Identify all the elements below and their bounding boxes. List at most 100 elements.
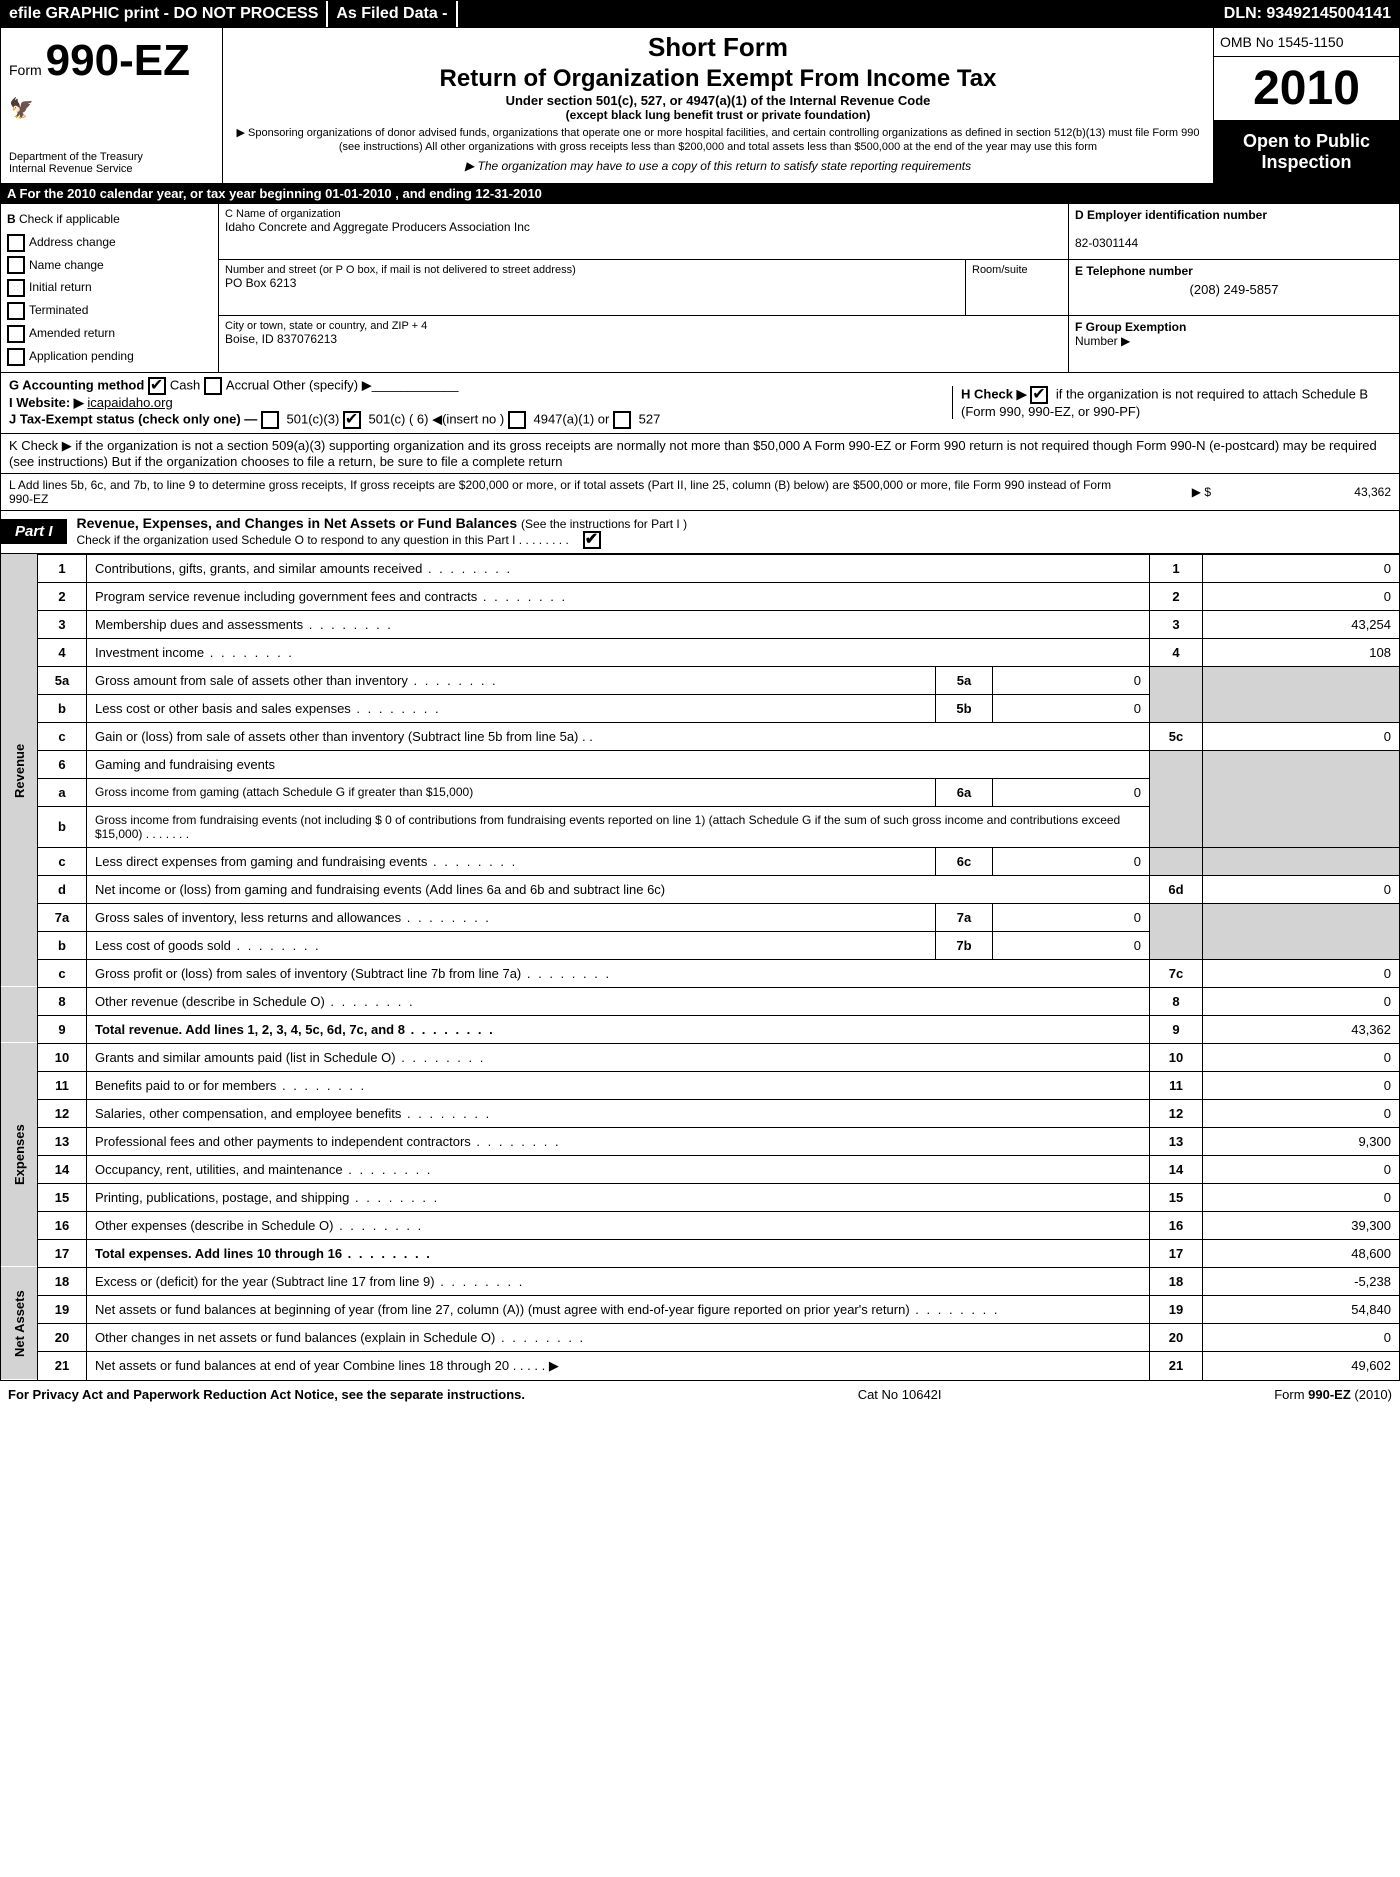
line-1-amt: 0 xyxy=(1203,554,1400,582)
line-9-amt: 43,362 xyxy=(1203,1015,1400,1043)
line-19-desc: Net assets or fund balances at beginning… xyxy=(95,1302,999,1317)
checkbox-h[interactable] xyxy=(1030,386,1048,404)
line-8-desc: Other revenue (describe in Schedule O) xyxy=(95,994,415,1009)
line-3-num: 3 xyxy=(38,610,87,638)
line-16-num: 16 xyxy=(38,1211,87,1239)
dln-label: DLN: 93492145004141 xyxy=(1216,1,1399,27)
line-5c-num: c xyxy=(38,722,87,750)
line-12-amt: 0 xyxy=(1203,1099,1400,1127)
part-1-sub: Check if the organization used Schedule … xyxy=(77,533,569,547)
footer-left: For Privacy Act and Paperwork Reduction … xyxy=(8,1387,525,1402)
line-19-amt: 54,840 xyxy=(1203,1295,1400,1323)
checkbox-application-pending[interactable] xyxy=(7,348,25,366)
line-5b-desc: Less cost or other basis and sales expen… xyxy=(95,701,441,716)
checkbox-accrual[interactable] xyxy=(204,377,222,395)
line-7c-desc: Gross profit or (loss) from sales of inv… xyxy=(95,966,611,981)
line-5c-desc: Gain or (loss) from sale of assets other… xyxy=(95,729,578,744)
checkbox-501c3[interactable] xyxy=(261,411,279,429)
row-l: L Add lines 5b, 6c, and 7b, to line 9 to… xyxy=(0,474,1400,511)
i-website-label: I Website: ▶ xyxy=(9,395,84,410)
part-1-see: (See the instructions for Part I ) xyxy=(521,517,687,531)
dept-treasury: Department of the Treasury xyxy=(9,151,214,163)
line-6b-num: b xyxy=(38,806,87,847)
label-terminated: Terminated xyxy=(29,303,88,317)
label-501c3: 501(c)(3) xyxy=(287,411,340,426)
line-3-desc: Membership dues and assessments xyxy=(95,617,393,632)
main-title: Return of Organization Exempt From Incom… xyxy=(233,65,1203,93)
row-g-accounting: G Accounting method Cash Accrual Other (… xyxy=(0,373,1400,434)
line-21-desc: Net assets or fund balances at end of ye… xyxy=(87,1351,1150,1380)
street-label: Number and street (or P O box, if mail i… xyxy=(225,264,959,276)
line-9-rn: 9 xyxy=(1150,1015,1203,1043)
city-value: Boise, ID 837076213 xyxy=(225,332,1062,346)
checkbox-amended[interactable] xyxy=(7,325,25,343)
line-7c-amt: 0 xyxy=(1203,959,1400,987)
part-1-tab: Part I xyxy=(1,519,67,544)
part-1-title-text: Revenue, Expenses, and Changes in Net As… xyxy=(77,515,518,531)
line-6a-mn: 6a xyxy=(936,778,993,806)
h-label: H Check ▶ xyxy=(961,387,1027,402)
line-16-amt: 39,300 xyxy=(1203,1211,1400,1239)
g-label: G Accounting method xyxy=(9,377,144,392)
line-7b-ma: 0 xyxy=(993,931,1150,959)
top-bar: efile GRAPHIC print - DO NOT PROCESS As … xyxy=(0,0,1400,28)
room-label: Room/suite xyxy=(972,264,1062,276)
label-name-change: Name change xyxy=(29,258,104,272)
open-line-1: Open to Public xyxy=(1220,131,1393,152)
footer-cat-no: Cat No 10642I xyxy=(858,1387,942,1402)
checkbox-4947[interactable] xyxy=(508,411,526,429)
checkbox-initial-return[interactable] xyxy=(7,279,25,297)
line-11-desc: Benefits paid to or for members xyxy=(95,1078,366,1093)
checkbox-501c[interactable] xyxy=(343,411,361,429)
f-group-label: F Group Exemption xyxy=(1075,320,1186,334)
subtitle-2: (except black lung benefit trust or priv… xyxy=(233,108,1203,122)
line-5a-mn: 5a xyxy=(936,666,993,694)
form-header: Form 990-EZ 🦅 Department of the Treasury… xyxy=(0,28,1400,184)
line-21-amt: 49,602 xyxy=(1203,1351,1400,1380)
form-number-col: Form 990-EZ 🦅 Department of the Treasury… xyxy=(1,28,223,183)
line-18-rn: 18 xyxy=(1150,1267,1203,1295)
line-1-rn: 1 xyxy=(1150,554,1203,582)
line-7a-ma: 0 xyxy=(993,903,1150,931)
line-7c-num: c xyxy=(38,959,87,987)
line-20-num: 20 xyxy=(38,1323,87,1351)
line-9-desc: Total revenue. Add lines 1, 2, 3, 4, 5c,… xyxy=(95,1022,495,1037)
label-amended: Amended return xyxy=(29,326,115,340)
line-5b-mn: 5b xyxy=(936,694,993,722)
line-17-rn: 17 xyxy=(1150,1239,1203,1267)
line-2-num: 2 xyxy=(38,582,87,610)
checkbox-name-change[interactable] xyxy=(7,256,25,274)
line-12-desc: Salaries, other compensation, and employ… xyxy=(95,1106,491,1121)
d-ein-label: D Employer identification number xyxy=(1075,208,1267,222)
checkbox-terminated[interactable] xyxy=(7,302,25,320)
line-7a-mn: 7a xyxy=(936,903,993,931)
line-6a-ma: 0 xyxy=(993,778,1150,806)
line-10-num: 10 xyxy=(38,1043,87,1071)
line-1-num: 1 xyxy=(38,554,87,582)
line-11-amt: 0 xyxy=(1203,1071,1400,1099)
row-k: K Check ▶ if the organization is not a s… xyxy=(0,434,1400,474)
line-14-desc: Occupancy, rent, utilities, and maintena… xyxy=(95,1162,432,1177)
line-13-num: 13 xyxy=(38,1127,87,1155)
line-6c-ma: 0 xyxy=(993,847,1150,875)
line-14-rn: 14 xyxy=(1150,1155,1203,1183)
checkbox-schedule-o[interactable] xyxy=(583,531,601,549)
checkbox-address-change[interactable] xyxy=(7,234,25,252)
line-5b-num: b xyxy=(38,694,87,722)
label-application-pending: Application pending xyxy=(29,349,134,363)
irs-label: Internal Revenue Service xyxy=(9,163,214,175)
phone-value: (208) 249-5857 xyxy=(1075,282,1393,297)
checkbox-cash[interactable] xyxy=(148,377,166,395)
line-20-amt: 0 xyxy=(1203,1323,1400,1351)
header-note-2: ▶ The organization may have to use a cop… xyxy=(233,159,1203,173)
revenue-section-label: Revenue xyxy=(1,554,38,987)
efile-label: efile GRAPHIC print - DO NOT PROCESS xyxy=(1,1,328,27)
line-6-num: 6 xyxy=(38,750,87,778)
checkbox-527[interactable] xyxy=(613,411,631,429)
line-11-num: 11 xyxy=(38,1071,87,1099)
line-5a-num: 5a xyxy=(38,666,87,694)
open-to-public: Open to Public Inspection xyxy=(1214,121,1399,183)
form-990ez: 990-EZ xyxy=(46,36,190,86)
c-name-label: C Name of organization xyxy=(225,208,1062,220)
line-4-num: 4 xyxy=(38,638,87,666)
